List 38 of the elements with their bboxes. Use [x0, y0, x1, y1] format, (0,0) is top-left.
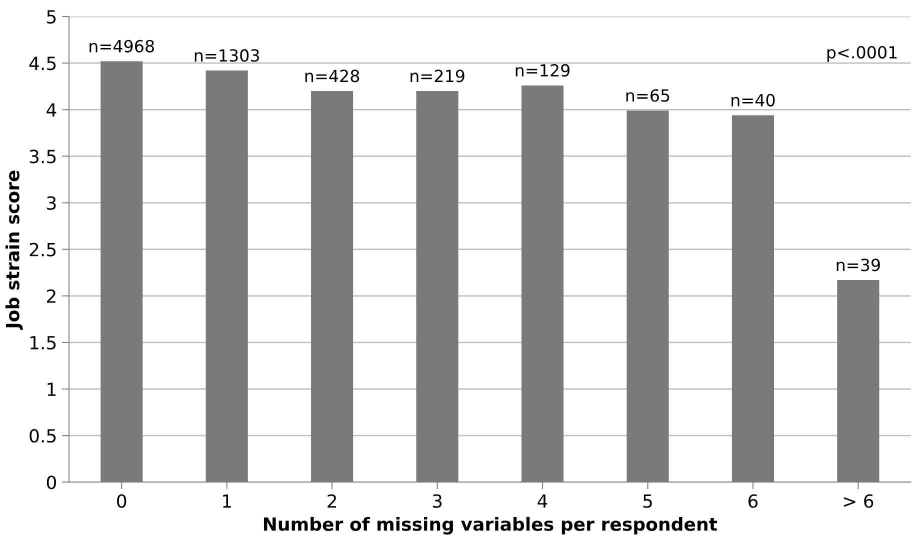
annotation: n=39: [836, 258, 880, 272]
bar: [416, 91, 458, 482]
annotation: n=40: [732, 94, 775, 106]
x-tick-label: 3: [432, 494, 442, 508]
x-tick-label: > 6: [844, 494, 874, 508]
y-tick-label: 3: [47, 196, 56, 210]
x-axis-title: Number of missing variables per respondent: [264, 516, 718, 535]
annotation: n=65: [626, 89, 670, 102]
annotation: n=4968: [90, 40, 154, 52]
bar: [100, 61, 143, 482]
annotation: n=428: [305, 70, 360, 82]
x-tick-label: 4: [538, 494, 548, 508]
x-tick-label: 6: [748, 494, 758, 508]
x-tick-label: 5: [643, 494, 652, 508]
annotation: n=1303: [194, 49, 259, 62]
y-tick-label: 0: [46, 476, 56, 490]
bar: [521, 85, 564, 482]
y-tick-label: 0.5: [30, 429, 56, 443]
annotation: p<.0001: [827, 46, 897, 62]
y-axis-title: Job strain score: [5, 170, 23, 330]
y-tick-label: 5: [47, 10, 56, 24]
bar: [732, 115, 774, 482]
y-tick-label: 4.5: [29, 56, 56, 70]
y-tick-label: 2.5: [30, 242, 56, 256]
y-tick-label: 1.5: [30, 336, 56, 350]
bar: [206, 70, 248, 482]
x-tick-label: 0: [117, 494, 126, 508]
y-tick-label: 3.5: [30, 150, 56, 164]
bar: [626, 110, 669, 482]
bar: [311, 91, 354, 482]
annotation: n=129: [516, 64, 570, 77]
x-tick-label: 2: [328, 494, 336, 508]
bar: [837, 280, 880, 482]
annotation: n=219: [410, 70, 464, 82]
y-tick-label: 2: [47, 289, 56, 303]
x-tick-label: 1: [223, 494, 231, 508]
y-tick-label: 1: [48, 382, 56, 396]
y-tick-label: 4: [46, 103, 56, 117]
